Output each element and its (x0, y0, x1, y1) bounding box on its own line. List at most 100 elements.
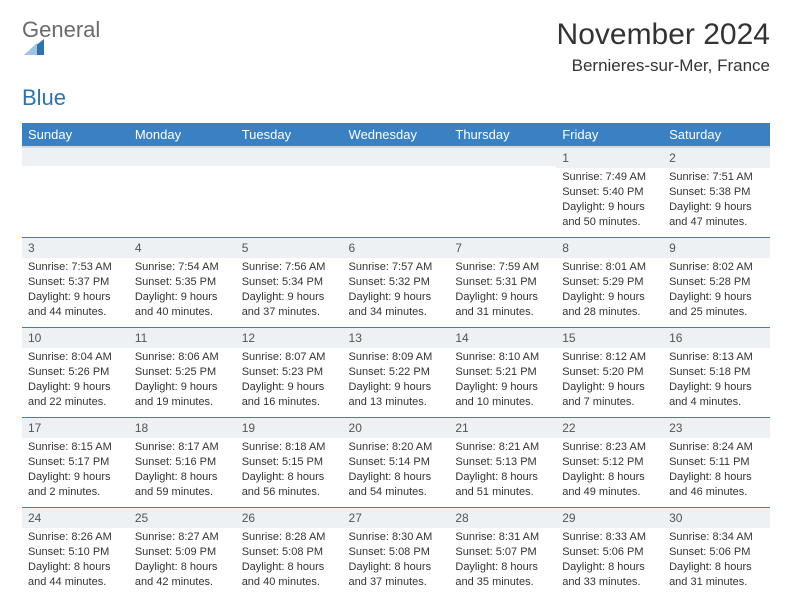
day-detail-line: Daylight: 9 hours (669, 380, 764, 395)
day-number: 18 (129, 418, 236, 438)
calendar-day-cell: 13Sunrise: 8:09 AMSunset: 5:22 PMDayligh… (343, 327, 450, 417)
day-detail-line: Sunset: 5:37 PM (28, 275, 123, 290)
day-detail-line: Daylight: 9 hours (669, 200, 764, 215)
calendar-day-cell: 14Sunrise: 8:10 AMSunset: 5:21 PMDayligh… (449, 327, 556, 417)
calendar-day-cell: 22Sunrise: 8:23 AMSunset: 5:12 PMDayligh… (556, 417, 663, 507)
day-details: Sunrise: 7:49 AMSunset: 5:40 PMDaylight:… (562, 170, 657, 229)
day-details: Sunrise: 7:53 AMSunset: 5:37 PMDaylight:… (28, 260, 123, 319)
day-detail-line: Sunset: 5:11 PM (669, 455, 764, 470)
day-detail-line: Daylight: 9 hours (669, 290, 764, 305)
day-number: 21 (449, 418, 556, 438)
day-detail-line: and 7 minutes. (562, 395, 657, 410)
weekday-header: Wednesday (343, 123, 450, 147)
day-detail-line: Daylight: 8 hours (242, 560, 337, 575)
day-number: 9 (663, 238, 770, 258)
day-detail-line: and 37 minutes. (349, 575, 444, 590)
day-detail-line: Sunrise: 7:54 AM (135, 260, 230, 275)
day-detail-line: Daylight: 9 hours (28, 470, 123, 485)
calendar-day-cell: 7Sunrise: 7:59 AMSunset: 5:31 PMDaylight… (449, 237, 556, 327)
day-detail-line: Sunset: 5:13 PM (455, 455, 550, 470)
weekday-header-row: Sunday Monday Tuesday Wednesday Thursday… (22, 123, 770, 147)
day-details: Sunrise: 8:26 AMSunset: 5:10 PMDaylight:… (28, 530, 123, 589)
day-detail-line: Sunset: 5:08 PM (242, 545, 337, 560)
day-details: Sunrise: 8:27 AMSunset: 5:09 PMDaylight:… (135, 530, 230, 589)
day-detail-line: Sunrise: 8:09 AM (349, 350, 444, 365)
day-number: 27 (343, 508, 450, 528)
day-detail-line: Sunrise: 8:23 AM (562, 440, 657, 455)
day-detail-line: Sunrise: 8:12 AM (562, 350, 657, 365)
day-detail-line: Sunset: 5:22 PM (349, 365, 444, 380)
day-number: 4 (129, 238, 236, 258)
day-details: Sunrise: 8:15 AMSunset: 5:17 PMDaylight:… (28, 440, 123, 499)
calendar-day-cell (343, 147, 450, 237)
calendar-day-cell: 28Sunrise: 8:31 AMSunset: 5:07 PMDayligh… (449, 507, 556, 597)
day-detail-line: Daylight: 8 hours (349, 470, 444, 485)
day-detail-line: Sunset: 5:09 PM (135, 545, 230, 560)
calendar-day-cell: 2Sunrise: 7:51 AMSunset: 5:38 PMDaylight… (663, 147, 770, 237)
day-detail-line: Daylight: 9 hours (28, 380, 123, 395)
day-detail-line: and 31 minutes. (669, 575, 764, 590)
day-details: Sunrise: 8:23 AMSunset: 5:12 PMDaylight:… (562, 440, 657, 499)
day-detail-line: and 56 minutes. (242, 485, 337, 500)
calendar-day-cell: 8Sunrise: 8:01 AMSunset: 5:29 PMDaylight… (556, 237, 663, 327)
day-number: 3 (22, 238, 129, 258)
day-detail-line: Sunrise: 8:21 AM (455, 440, 550, 455)
brand-logo: General Blue (22, 18, 102, 109)
day-detail-line: and 42 minutes. (135, 575, 230, 590)
day-detail-line: Sunset: 5:14 PM (349, 455, 444, 470)
calendar-day-cell: 5Sunrise: 7:56 AMSunset: 5:34 PMDaylight… (236, 237, 343, 327)
day-detail-line: Daylight: 8 hours (455, 560, 550, 575)
day-detail-line: Sunset: 5:17 PM (28, 455, 123, 470)
day-detail-line: Sunrise: 7:53 AM (28, 260, 123, 275)
day-detail-line: Sunrise: 8:04 AM (28, 350, 123, 365)
day-detail-line: Daylight: 8 hours (349, 560, 444, 575)
day-detail-line: Sunrise: 8:13 AM (669, 350, 764, 365)
calendar-day-cell: 12Sunrise: 8:07 AMSunset: 5:23 PMDayligh… (236, 327, 343, 417)
calendar-day-cell: 20Sunrise: 8:20 AMSunset: 5:14 PMDayligh… (343, 417, 450, 507)
day-detail-line: Sunrise: 8:33 AM (562, 530, 657, 545)
day-number: 25 (129, 508, 236, 528)
calendar-day-cell: 27Sunrise: 8:30 AMSunset: 5:08 PMDayligh… (343, 507, 450, 597)
day-number: 22 (556, 418, 663, 438)
day-number: 1 (556, 148, 663, 168)
day-details: Sunrise: 8:33 AMSunset: 5:06 PMDaylight:… (562, 530, 657, 589)
day-details: Sunrise: 8:10 AMSunset: 5:21 PMDaylight:… (455, 350, 550, 409)
day-detail-line: Sunrise: 8:10 AM (455, 350, 550, 365)
day-details: Sunrise: 8:06 AMSunset: 5:25 PMDaylight:… (135, 350, 230, 409)
calendar-day-cell: 3Sunrise: 7:53 AMSunset: 5:37 PMDaylight… (22, 237, 129, 327)
day-detail-line: and 25 minutes. (669, 305, 764, 320)
day-detail-line: Sunrise: 8:15 AM (28, 440, 123, 455)
day-detail-line: and 34 minutes. (349, 305, 444, 320)
day-detail-line: Sunset: 5:06 PM (669, 545, 764, 560)
day-number: 2 (663, 148, 770, 168)
day-detail-line: and 46 minutes. (669, 485, 764, 500)
weekday-header: Tuesday (236, 123, 343, 147)
day-number: 8 (556, 238, 663, 258)
day-detail-line: Daylight: 9 hours (562, 200, 657, 215)
day-detail-line: Daylight: 8 hours (455, 470, 550, 485)
day-detail-line: and 19 minutes. (135, 395, 230, 410)
calendar-day-cell: 17Sunrise: 8:15 AMSunset: 5:17 PMDayligh… (22, 417, 129, 507)
day-number: 30 (663, 508, 770, 528)
weekday-header: Saturday (663, 123, 770, 147)
day-detail-line: Daylight: 8 hours (242, 470, 337, 485)
day-detail-line: Daylight: 9 hours (242, 290, 337, 305)
day-detail-line: and 59 minutes. (135, 485, 230, 500)
day-detail-line: and 4 minutes. (669, 395, 764, 410)
day-detail-line: Sunrise: 8:02 AM (669, 260, 764, 275)
day-details: Sunrise: 7:59 AMSunset: 5:31 PMDaylight:… (455, 260, 550, 319)
day-detail-line: Daylight: 9 hours (349, 290, 444, 305)
day-detail-line: Sunrise: 7:49 AM (562, 170, 657, 185)
weekday-header: Sunday (22, 123, 129, 147)
day-number (236, 148, 343, 166)
day-detail-line: Daylight: 8 hours (669, 470, 764, 485)
day-detail-line: Sunset: 5:32 PM (349, 275, 444, 290)
calendar-week-row: 3Sunrise: 7:53 AMSunset: 5:37 PMDaylight… (22, 237, 770, 327)
day-detail-line: Daylight: 8 hours (669, 560, 764, 575)
day-details: Sunrise: 8:12 AMSunset: 5:20 PMDaylight:… (562, 350, 657, 409)
day-detail-line: Sunset: 5:10 PM (28, 545, 123, 560)
day-detail-line: Daylight: 9 hours (135, 380, 230, 395)
day-detail-line: Sunrise: 8:24 AM (669, 440, 764, 455)
calendar-week-row: 1Sunrise: 7:49 AMSunset: 5:40 PMDaylight… (22, 147, 770, 237)
day-detail-line: Sunrise: 8:31 AM (455, 530, 550, 545)
